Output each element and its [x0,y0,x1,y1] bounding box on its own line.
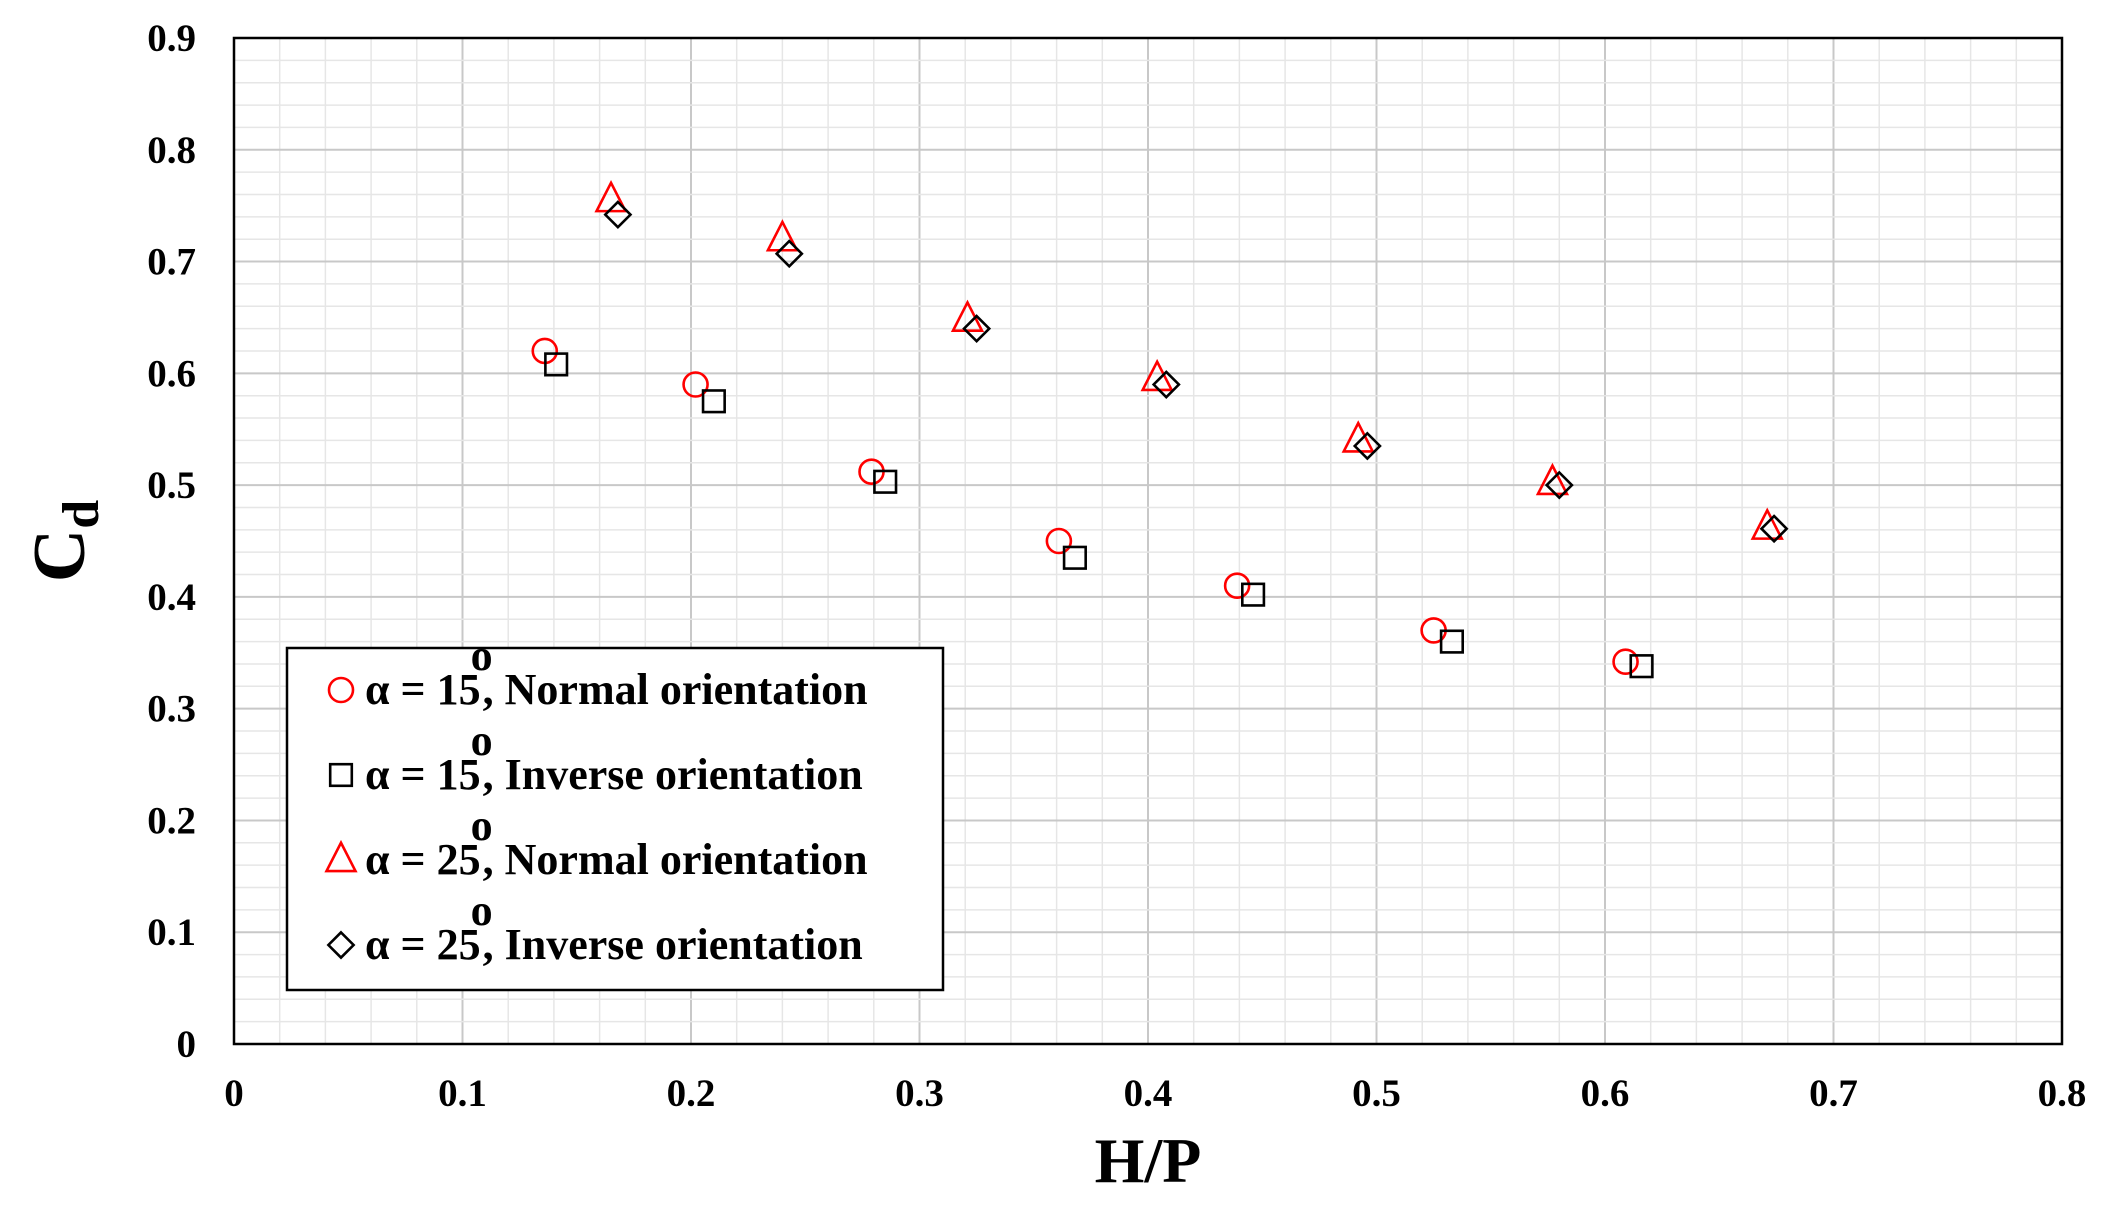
legend-degree-symbol: o [471,801,493,850]
legend-marker-square [328,762,354,788]
legend-marker-diamond [326,930,356,960]
y-axis-ticks: 0 0.1 0.2 0.3 0.4 0.5 0.6 0.7 0.8 0.9 [147,17,196,1066]
svg-text:Cd: Cd [19,500,110,582]
legend-alpha-text: α = 15 [365,665,481,714]
y-tick-label: 0.4 [147,576,196,619]
legend-label-text: , Inverse orientation [483,750,863,799]
x-tick-label: 0.4 [1124,1072,1173,1115]
y-tick-label: 0.8 [147,129,196,172]
y-tick-label: 0.5 [147,464,196,507]
series-circle [531,337,1639,676]
legend-alpha-text: α = 15 [365,750,481,799]
data-point-triangle [1750,507,1784,540]
legend-label-text: , Normal orientation [483,835,868,884]
y-tick-label: 0.6 [147,352,196,395]
legend-degree-symbol: o [471,716,493,765]
y-tick-label: 0.9 [147,17,196,60]
legend-marker-triangle [324,839,358,873]
legend-degree-symbol: o [471,631,493,680]
x-axis-title: H/P [1095,1125,1202,1196]
data-point-circle [1612,648,1639,676]
y-axis-title: Cd [19,500,110,582]
x-tick-label: 0.3 [895,1072,944,1115]
plot-frame [232,36,2064,1046]
x-tick-label: 0.8 [2038,1072,2087,1115]
series-diamond [603,200,1789,544]
data-point-diamond [962,314,992,344]
y-tick-label: 0.1 [147,911,196,954]
data-point-triangle [765,219,800,252]
data-point-diamond [1352,431,1382,461]
grid [233,37,2063,1045]
data-point-diamond [603,200,633,230]
legend-item: α = 25o, Inverse orientation [326,886,863,969]
data-point-square [1629,654,1654,679]
y-axis-title-subscript: d [53,500,110,529]
x-tick-label: 0.1 [438,1072,487,1115]
data-point-circle [1223,572,1251,600]
data-point-circle [1045,527,1073,555]
data-point-triangle [594,179,628,213]
y-axis-title-main: C [19,529,101,582]
data-point-square [1062,545,1087,570]
data-point-triangle [1140,358,1174,392]
legend-item: α = 15o, Normal orientation [327,631,868,714]
data-point-triangle [1341,420,1375,453]
legend-item: α = 25o, Normal orientation [324,801,868,884]
legend-box [285,646,945,992]
data-point-square [1439,629,1465,654]
data-point-diamond [1544,470,1574,500]
data-point-square [1241,582,1266,607]
legend-item: α = 15o, Inverse orientation [328,716,863,799]
data-point-diamond [1759,514,1789,544]
legend-label-text: , Inverse orientation [483,920,863,969]
data-point-square [544,352,569,377]
x-tick-label: 0 [224,1072,244,1115]
data-point-square [701,389,726,414]
y-tick-label: 0.7 [147,241,196,284]
data-point-circle [682,371,709,398]
legend-alpha-text: α = 25 [365,835,481,884]
y-tick-label: 0 [177,1023,197,1066]
y-tick-label: 0.3 [147,688,196,731]
legend-label-text: , Normal orientation [483,665,868,714]
data-point-diamond [1151,370,1181,399]
x-tick-label: 0.2 [667,1072,716,1115]
legend-marker-circle [327,676,355,704]
data-point-triangle [1535,462,1570,496]
data-point-square [873,469,898,494]
x-axis-ticks: 0 0.1 0.2 0.3 0.4 0.5 0.6 0.7 0.8 [224,1072,2086,1115]
x-tick-label: 0.7 [1809,1072,1858,1115]
series-triangle [594,179,1784,540]
legend-alpha-text: α = 25 [365,920,481,969]
y-tick-label: 0.2 [147,799,196,842]
x-tick-label: 0.6 [1581,1072,1630,1115]
data-point-diamond [774,239,804,269]
data-markers [531,179,1789,679]
x-tick-label: 0.5 [1352,1072,1401,1115]
legend-degree-symbol: o [471,886,493,935]
series-square [544,352,1654,679]
